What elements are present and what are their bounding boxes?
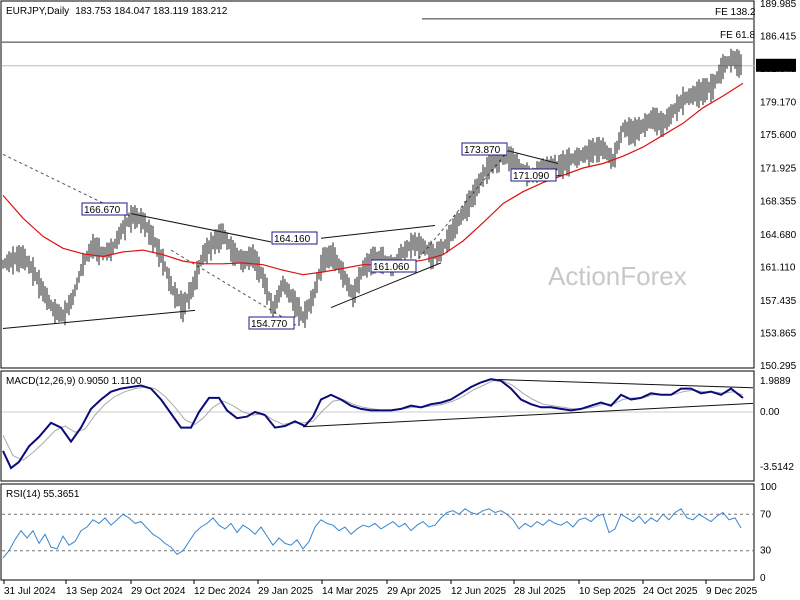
price-annotation-box — [370, 259, 417, 273]
macd-axis-tick: 0.00 — [760, 407, 780, 418]
price-axis-tick: 171.925 — [760, 164, 797, 175]
price-annotation: 171.090 — [513, 171, 550, 182]
macd-panel-frame — [0, 370, 755, 482]
rsi-line — [2, 508, 742, 559]
rsi-axis-tick: 0 — [760, 573, 766, 584]
rsi-header: RSI(14) 55.3651 — [6, 489, 80, 500]
date-axis-tick: 9 Dec 2025 — [706, 586, 758, 597]
price-annotation-box — [271, 231, 318, 245]
price-axis-tick: 161.110 — [760, 262, 796, 273]
macd-header: MACD(12,26,9) 0.9050 1.1100 — [6, 376, 142, 387]
ohlc-values: 183.753 184.047 183.119 183.212 — [75, 6, 228, 17]
header-separator: , — [44, 6, 47, 17]
macd-line — [2, 378, 744, 470]
price-annotation: 173.870 — [464, 145, 501, 156]
price-annotation-box — [81, 202, 128, 216]
price-axis-tick: 157.435 — [760, 296, 797, 307]
price-chart-header: EURJPY,Daily 183.753 184.047 183.119 183.… — [6, 6, 228, 17]
macd-axis-tick: 1.9889 — [760, 376, 791, 387]
date-axis-tick: 29 Oct 2024 — [131, 586, 186, 597]
macd-trendline — [302, 402, 754, 428]
date-axis-tick: 29 Jan 2025 — [258, 586, 313, 597]
price-bars — [2, 48, 742, 328]
main-panel-frame — [0, 0, 755, 369]
date-axis-tick: 13 Sep 2024 — [66, 586, 123, 597]
price-axis-tick: 150.295 — [760, 361, 797, 372]
triangle-upper — [507, 150, 559, 164]
price-axis-tick: 168.355 — [760, 196, 797, 207]
price-annotation: 164.160 — [274, 234, 311, 245]
price-annotation: 161.060 — [373, 262, 410, 273]
trendline-lower — [2, 309, 196, 330]
price-axis-tick: 175.600 — [760, 130, 797, 141]
date-axis-tick: 12 Jun 2025 — [451, 586, 506, 597]
date-axis-tick: 14 Mar 2025 — [322, 586, 379, 597]
price-axis-tick: 153.865 — [760, 328, 797, 339]
date-axis-tick: 12 Dec 2024 — [194, 586, 251, 597]
price-annotation: 166.670 — [84, 205, 121, 216]
trendline-lower — [330, 262, 442, 309]
date-axis-tick: 24 Oct 2025 — [643, 586, 698, 597]
price-axis-tick: 186.415 — [760, 32, 797, 43]
price-annotation-box — [461, 142, 508, 156]
macd-signal-line — [2, 380, 744, 461]
rsi-axis-tick: 70 — [760, 509, 772, 520]
date-axis-tick: 28 Jul 2025 — [514, 586, 566, 597]
macd-trendline — [497, 379, 754, 389]
watermark: ActionForex — [548, 261, 687, 291]
fe-138-label: FE 138.2 — [715, 7, 756, 18]
trendline-upper — [130, 213, 272, 243]
price-axis-tick: 164.680 — [760, 230, 797, 241]
rsi-axis-tick: 30 — [760, 546, 772, 557]
fe-61-label: FE 61.8 — [720, 30, 755, 41]
price-axis-tick: 179.170 — [760, 98, 797, 109]
price-annotation-box — [248, 316, 295, 330]
price-annotation: 154.770 — [251, 319, 288, 330]
date-axis-tick: 10 Sep 2025 — [579, 586, 636, 597]
symbol-label: EURJPY — [6, 6, 46, 17]
rsi-axis-tick: 100 — [760, 482, 777, 493]
timeframe-label: Daily — [47, 6, 69, 17]
trendline-upper — [320, 224, 436, 239]
date-axis-tick: 31 Jul 2024 — [4, 586, 56, 597]
rsi-panel-frame — [0, 483, 755, 581]
date-axis-tick: 29 Apr 2025 — [387, 586, 441, 597]
last-price-label: 183.212 — [760, 61, 797, 72]
macd-axis-tick: -3.5142 — [760, 462, 794, 473]
last-price-box — [756, 58, 796, 72]
price-axis-tick: 182.845 — [760, 64, 797, 75]
price-axis-tick: 189.985 — [760, 0, 797, 10]
price-annotation-box — [510, 168, 557, 182]
